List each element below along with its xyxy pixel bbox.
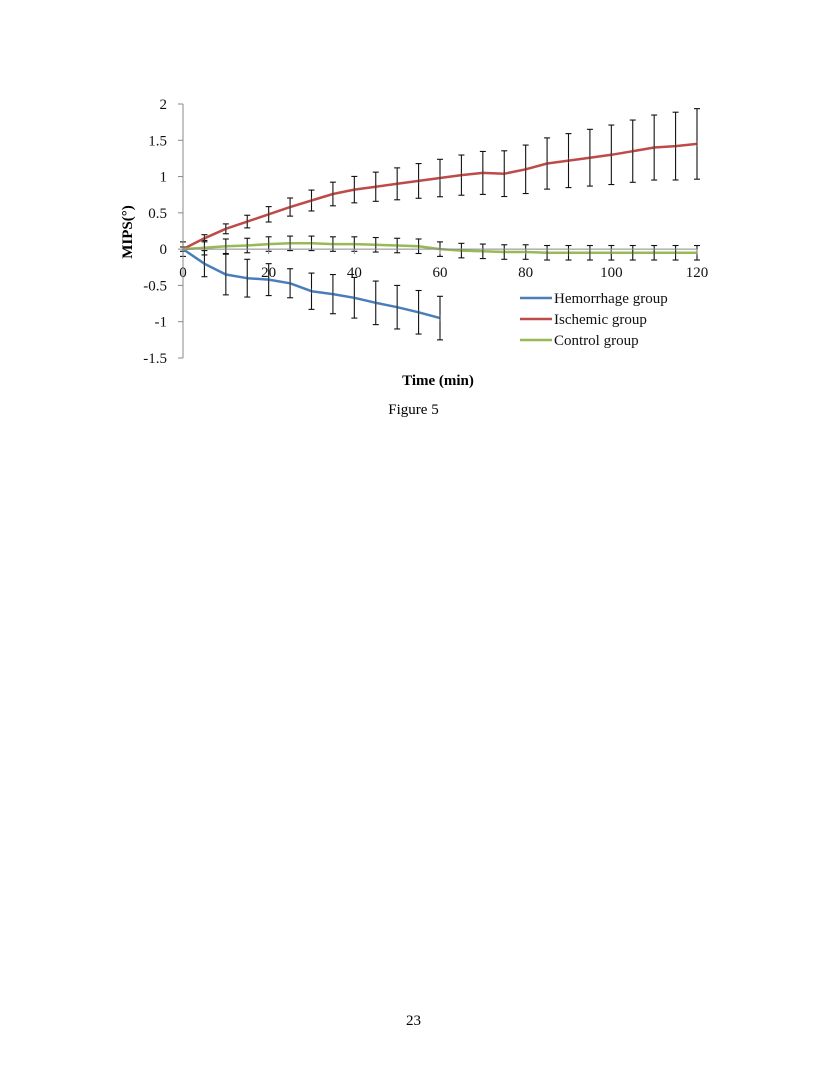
y-tick-label: -1 <box>155 315 168 331</box>
figure-caption: Figure 5 <box>388 402 439 418</box>
y-tick-label: -0.5 <box>143 278 167 294</box>
y-tick-label: 0.5 <box>148 206 167 222</box>
legend-label-control-group: Control group <box>554 333 639 349</box>
y-axis-label: MIPS(°) <box>120 205 136 259</box>
x-tick-label: 100 <box>600 265 623 281</box>
x-tick-label: 0 <box>179 265 187 281</box>
legend-label-hemorrhage-group: Hemorrhage group <box>554 291 668 307</box>
y-tick-label: 2 <box>160 97 168 113</box>
x-tick-label: 120 <box>686 265 709 281</box>
legend: Hemorrhage group Ischemic group Control gr… <box>520 291 668 349</box>
x-axis-label: Time (min) <box>402 373 474 389</box>
axes <box>178 103 698 359</box>
y-tick-label: -1.5 <box>143 351 167 367</box>
x-tick-label: 40 <box>347 265 362 281</box>
legend-label-ischemic-group: Ischemic group <box>554 312 647 328</box>
x-tick-label: 60 <box>433 265 448 281</box>
y-tick-label: 1 <box>160 170 168 186</box>
y-tick-label: 1.5 <box>148 133 167 149</box>
tick-labels: -1.5-1-0.500.511.520 20 40 60 80 100 120 <box>143 97 708 367</box>
x-tick-label: 80 <box>518 265 533 281</box>
chart: -1.5-1-0.500.511.520 20 40 60 80 100 120 Hemor… <box>120 97 708 389</box>
y-tick-label: 0 <box>160 242 168 258</box>
x-tick-label: 20 <box>261 265 276 281</box>
page-number: 23 <box>406 1013 421 1029</box>
